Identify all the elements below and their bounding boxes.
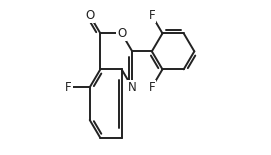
Text: O: O	[85, 9, 94, 22]
Text: O: O	[117, 27, 126, 40]
Text: F: F	[65, 81, 72, 94]
Text: F: F	[149, 9, 155, 22]
Text: F: F	[149, 81, 155, 94]
Text: N: N	[128, 81, 137, 94]
